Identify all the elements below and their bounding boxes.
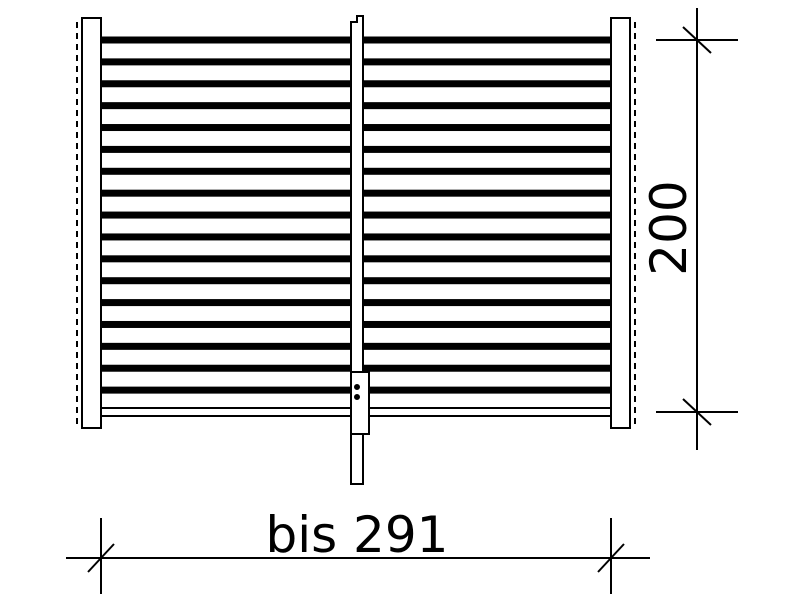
left-board-6: [100, 145, 352, 153]
right-board-12: [362, 277, 612, 285]
right-board-8: [362, 189, 612, 197]
right-board-1: [362, 36, 612, 44]
width-tick-left: [87, 543, 115, 573]
left-board-16: [100, 364, 352, 372]
left-board-12: [100, 277, 352, 285]
center-stile: [350, 15, 370, 485]
left-board-5: [100, 124, 352, 132]
left-board-17: [100, 386, 352, 394]
left-board-18: [100, 407, 352, 417]
right-board-3: [362, 80, 612, 88]
right-board-11: [362, 255, 612, 263]
height-tick-top: [682, 26, 712, 54]
right-board-4: [362, 102, 612, 110]
right-leaf-boards: [362, 36, 612, 417]
right-post: [610, 17, 631, 429]
right-board-9: [362, 211, 612, 219]
right-board-16: [362, 364, 612, 372]
height-dimension: [656, 8, 738, 450]
right-board-2: [362, 58, 612, 66]
right-board-13: [362, 299, 612, 307]
left-board-10: [100, 233, 352, 241]
height-tick-bottom: [682, 398, 712, 426]
right-board-17: [362, 386, 612, 394]
right-board-5: [362, 124, 612, 132]
bolt-hole-2: [354, 394, 360, 400]
right-board-18: [362, 407, 612, 417]
left-board-13: [100, 299, 352, 307]
left-leaf-boards: [100, 36, 352, 417]
left-board-4: [100, 102, 352, 110]
bolt-hole-1: [354, 384, 360, 390]
left-board-7: [100, 167, 352, 175]
left-board-14: [100, 320, 352, 328]
left-board-3: [100, 80, 352, 88]
left-board-11: [100, 255, 352, 263]
left-board-8: [100, 189, 352, 197]
right-board-6: [362, 145, 612, 153]
left-board-2: [100, 58, 352, 66]
width-dimension: [66, 518, 650, 594]
height-label: 200: [640, 180, 698, 275]
left-board-1: [100, 36, 352, 44]
right-board-10: [362, 233, 612, 241]
left-board-15: [100, 342, 352, 350]
left-post: [81, 17, 102, 429]
left-board-9: [100, 211, 352, 219]
double-gate: [76, 15, 636, 485]
right-board-14: [362, 320, 612, 328]
width-label: bis 291: [265, 506, 448, 564]
width-tick-right: [597, 543, 625, 573]
right-board-15: [362, 342, 612, 350]
right-board-7: [362, 167, 612, 175]
